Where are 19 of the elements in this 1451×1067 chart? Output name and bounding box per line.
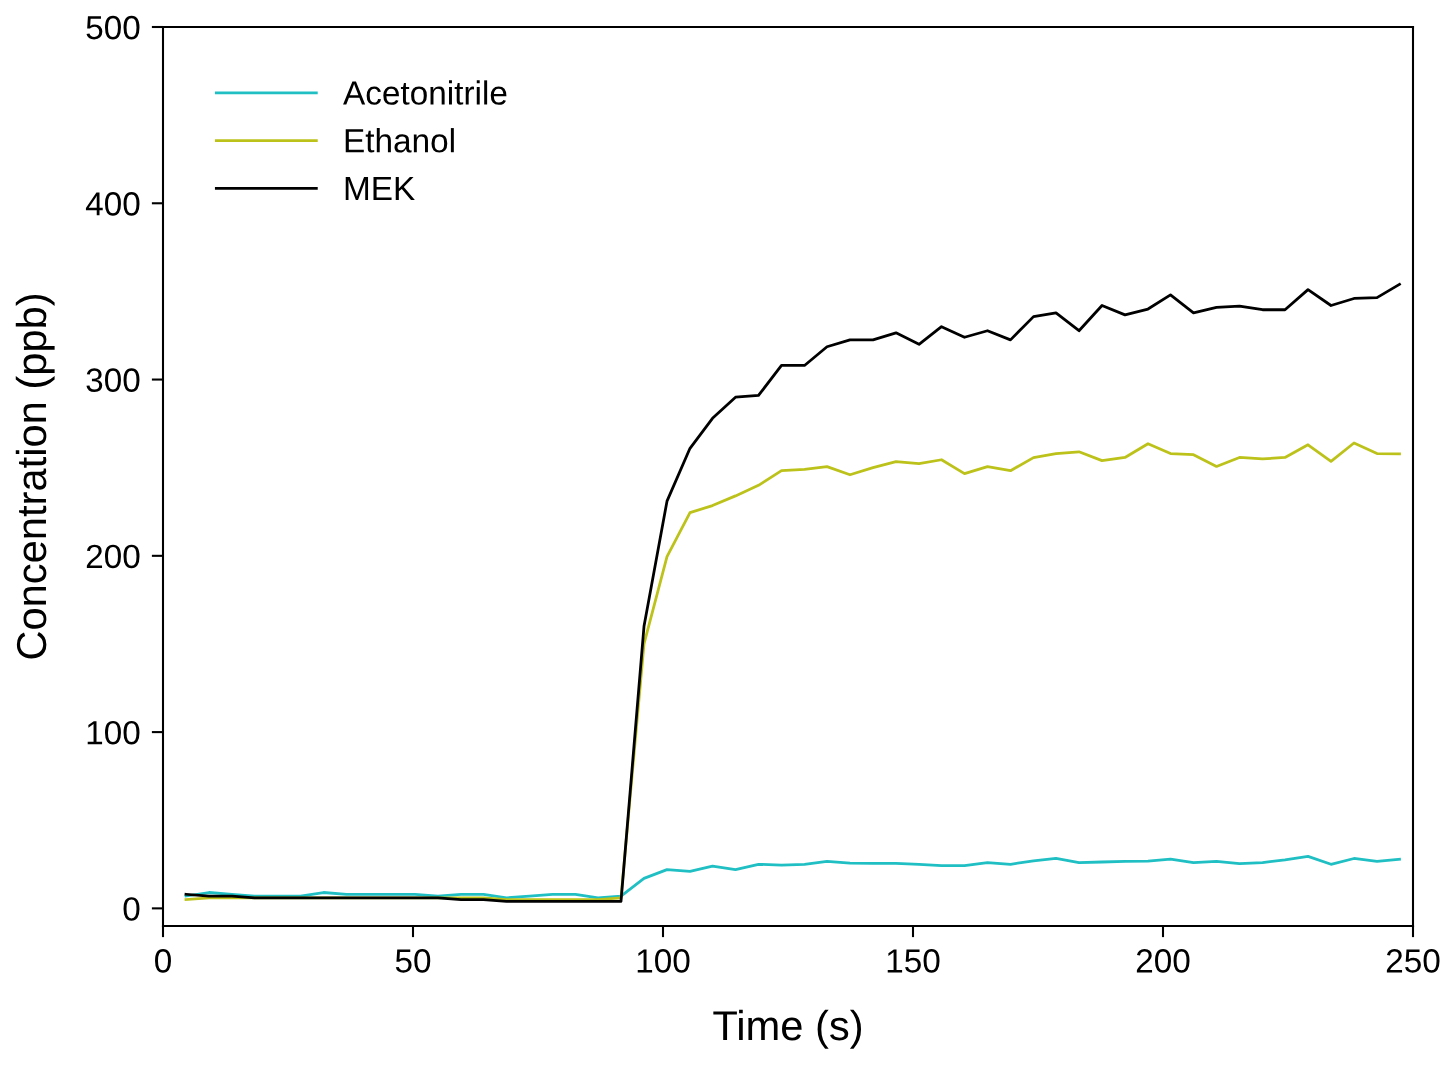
x-tick-label: 50 bbox=[395, 949, 431, 973]
y-tick-label: 500 bbox=[86, 15, 140, 40]
x-tick-label: 200 bbox=[1136, 949, 1190, 973]
y-tick-label: 0 bbox=[123, 897, 140, 921]
y-axis-title: Concentration (ppb) bbox=[15, 294, 55, 659]
y-tick-label: 100 bbox=[87, 720, 140, 745]
y-tick-label: 200 bbox=[86, 544, 140, 569]
x-tick-label: 0 bbox=[155, 949, 171, 973]
line-series bbox=[184, 854, 1401, 900]
x-axis-title: Time (s) bbox=[713, 1009, 862, 1049]
x-tick-label: 100 bbox=[637, 949, 690, 973]
line-series bbox=[184, 282, 1401, 903]
x-tick-label: 250 bbox=[1386, 949, 1440, 973]
legend-label: MEK bbox=[345, 177, 415, 200]
y-tick-label: 400 bbox=[85, 192, 140, 216]
legend-label: Acetonitrile bbox=[343, 80, 507, 105]
legend-label: Ethanol bbox=[345, 128, 454, 153]
y-tick-label: 300 bbox=[86, 368, 140, 392]
x-tick-label: 150 bbox=[887, 949, 940, 973]
